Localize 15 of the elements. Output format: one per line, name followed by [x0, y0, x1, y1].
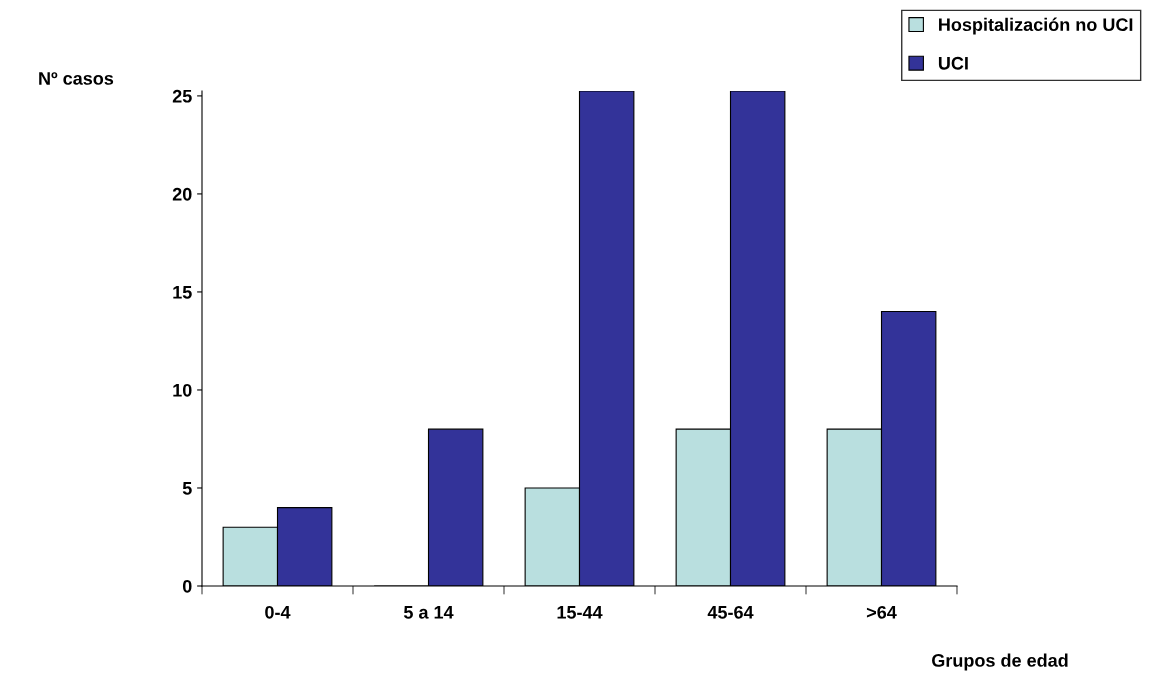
- y-tick-label: 0: [182, 579, 192, 593]
- y-tick-label: 25: [172, 89, 192, 103]
- y-tick-label: 15: [173, 286, 192, 299]
- x-tick-label: 45-64: [707, 605, 754, 619]
- y-axis-title: Nº casos: [39, 72, 114, 85]
- x-tick-label: 15-44: [557, 606, 603, 619]
- x-tick-label: 0-4: [265, 605, 291, 619]
- y-tick-label: 5: [182, 482, 192, 495]
- legend-label: Hospitalización no UCI: [939, 17, 1133, 35]
- x-axis-title: Grupos de edad: [932, 653, 1068, 671]
- y-tick-label: 20: [172, 187, 192, 201]
- y-tick-label: 10: [173, 383, 192, 397]
- legend-label: UCI: [938, 56, 968, 70]
- x-tick-label: 5 a 14: [403, 606, 454, 619]
- x-tick-label: >64: [866, 605, 897, 619]
